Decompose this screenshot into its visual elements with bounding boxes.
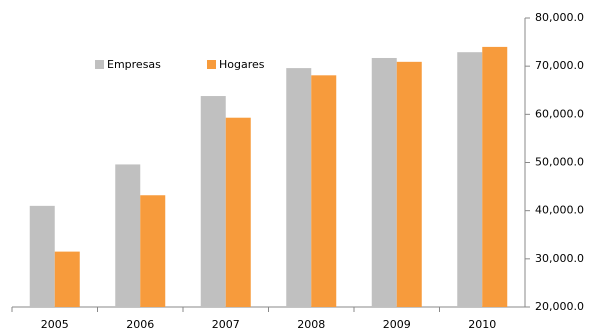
bar (115, 164, 141, 307)
x-tick-label: 2006 (126, 318, 154, 331)
y-tick-label: 40,000.0 (535, 204, 584, 217)
bar (29, 205, 55, 307)
legend-label: Hogares (219, 58, 265, 71)
bar (311, 75, 337, 308)
bar (457, 52, 483, 307)
y-tick-label: 30,000.0 (535, 252, 584, 265)
y-tick-label: 70,000.0 (535, 59, 584, 72)
legend-swatch (207, 60, 216, 69)
x-tick-label: 2005 (41, 318, 69, 331)
y-tick-label: 80,000.0 (535, 11, 584, 24)
bar (482, 46, 508, 308)
bar (396, 61, 422, 307)
x-tick-label: 2007 (212, 318, 240, 331)
y-tick-label: 20,000.0 (535, 300, 584, 313)
legend-label: Empresas (107, 58, 161, 71)
bar (225, 117, 251, 307)
x-tick-label: 2009 (383, 318, 411, 331)
bar (286, 68, 312, 308)
bar (200, 96, 226, 307)
bar (371, 57, 397, 307)
y-tick-label: 60,000.0 (535, 107, 584, 120)
x-tick-label: 2010 (468, 318, 496, 331)
y-tick-label: 50,000.0 (535, 156, 584, 169)
legend-swatch (95, 60, 104, 69)
x-tick-label: 2008 (297, 318, 325, 331)
bar (54, 251, 80, 307)
bar (140, 195, 166, 307)
